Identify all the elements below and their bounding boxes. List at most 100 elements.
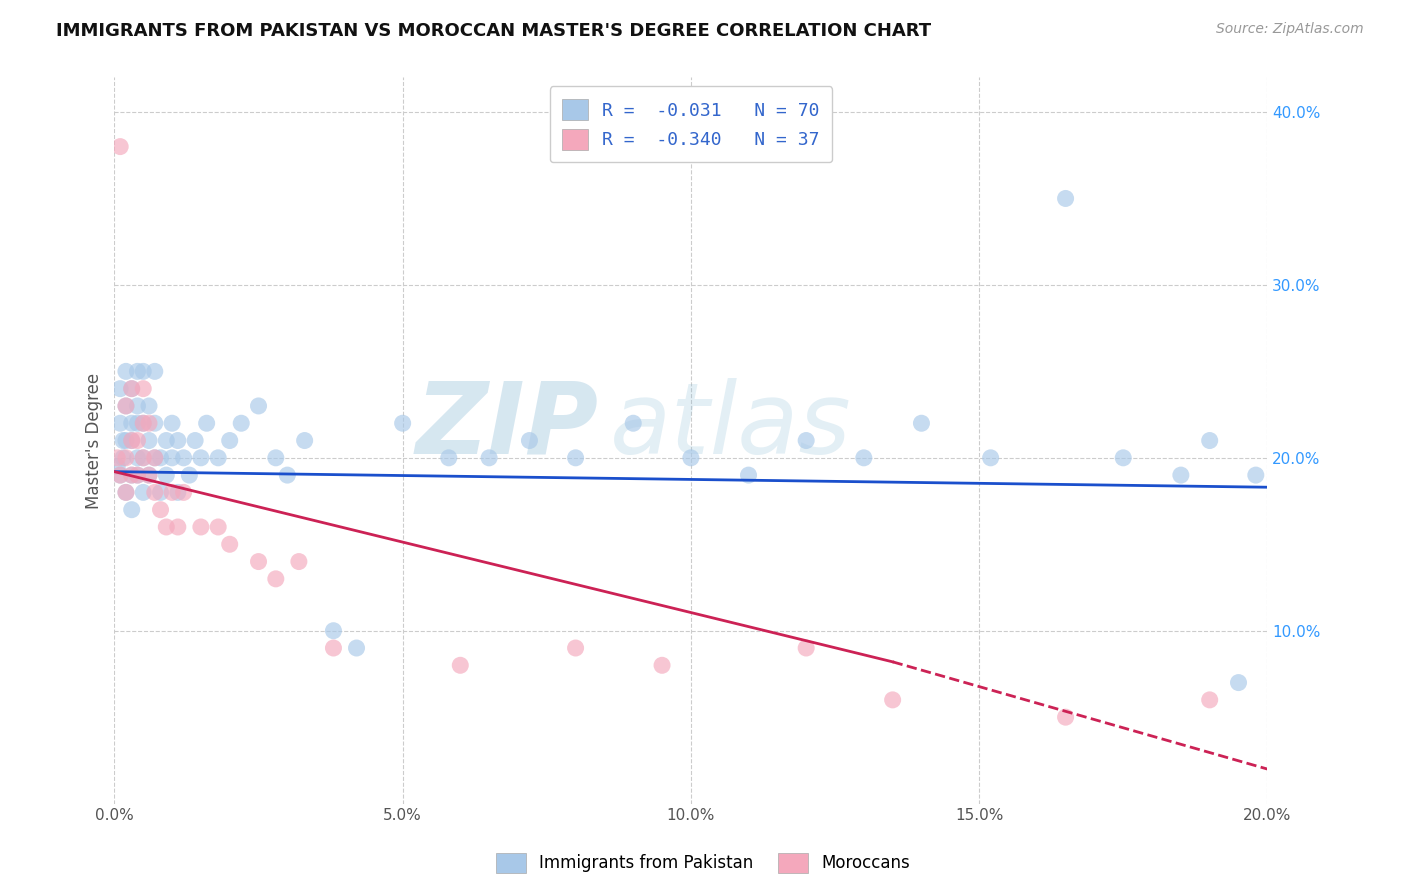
Point — [980, 450, 1002, 465]
Point — [179, 468, 201, 483]
Text: IMMIGRANTS FROM PAKISTAN VS MOROCCAN MASTER'S DEGREE CORRELATION CHART: IMMIGRANTS FROM PAKISTAN VS MOROCCAN MAS… — [56, 22, 931, 40]
Point — [247, 555, 270, 569]
Point — [564, 450, 586, 465]
Point — [127, 399, 149, 413]
Point — [1198, 434, 1220, 448]
Point — [882, 693, 904, 707]
Point — [108, 416, 131, 430]
Point — [288, 555, 311, 569]
Point — [478, 450, 501, 465]
Point — [115, 485, 138, 500]
Point — [138, 416, 160, 430]
Point — [121, 416, 143, 430]
Point — [679, 450, 702, 465]
Point — [143, 450, 166, 465]
Point — [149, 450, 172, 465]
Point — [108, 468, 131, 483]
Point — [127, 468, 149, 483]
Point — [160, 485, 183, 500]
Point — [218, 537, 240, 551]
Point — [127, 434, 149, 448]
Point — [195, 416, 218, 430]
Point — [166, 520, 188, 534]
Point — [115, 399, 138, 413]
Point — [564, 640, 586, 655]
Point — [173, 450, 195, 465]
Point — [127, 468, 149, 483]
Point — [112, 450, 135, 465]
Point — [115, 450, 138, 465]
Point — [1170, 468, 1192, 483]
Point — [132, 485, 155, 500]
Point — [218, 434, 240, 448]
Point — [108, 139, 131, 153]
Point — [115, 399, 138, 413]
Text: atlas: atlas — [610, 377, 852, 475]
Point — [115, 485, 138, 500]
Point — [1227, 675, 1250, 690]
Point — [737, 468, 759, 483]
Point — [322, 640, 344, 655]
Point — [105, 459, 128, 474]
Point — [132, 450, 155, 465]
Point — [449, 658, 471, 673]
Point — [231, 416, 253, 430]
Point — [115, 434, 138, 448]
Point — [149, 502, 172, 516]
Point — [132, 416, 155, 430]
Text: Source: ZipAtlas.com: Source: ZipAtlas.com — [1216, 22, 1364, 37]
Point — [105, 450, 128, 465]
Point — [115, 364, 138, 378]
Point — [294, 434, 316, 448]
Point — [166, 434, 188, 448]
Point — [138, 399, 160, 413]
Point — [132, 450, 155, 465]
Point — [190, 450, 212, 465]
Point — [190, 520, 212, 534]
Point — [264, 450, 287, 465]
Point — [108, 382, 131, 396]
Point — [127, 416, 149, 430]
Point — [1054, 191, 1077, 205]
Point — [121, 434, 143, 448]
Point — [276, 468, 298, 483]
Point — [132, 382, 155, 396]
Point — [166, 485, 188, 500]
Point — [264, 572, 287, 586]
Point — [207, 520, 229, 534]
Point — [1112, 450, 1135, 465]
Point — [1198, 693, 1220, 707]
Point — [143, 485, 166, 500]
Point — [1244, 468, 1267, 483]
Point — [910, 416, 932, 430]
Point — [112, 434, 135, 448]
Point — [519, 434, 541, 448]
Point — [121, 382, 143, 396]
Point — [621, 416, 644, 430]
Point — [108, 468, 131, 483]
Point — [132, 364, 155, 378]
Point — [247, 399, 270, 413]
Point — [322, 624, 344, 638]
Point — [1054, 710, 1077, 724]
Point — [794, 434, 817, 448]
Point — [143, 364, 166, 378]
Point — [143, 450, 166, 465]
Point — [138, 434, 160, 448]
Point — [346, 640, 368, 655]
Point — [121, 502, 143, 516]
Point — [173, 485, 195, 500]
Point — [155, 468, 177, 483]
Point — [138, 468, 160, 483]
Text: ZIP: ZIP — [416, 377, 599, 475]
Point — [160, 416, 183, 430]
Point — [143, 416, 166, 430]
Point — [155, 434, 177, 448]
Point — [852, 450, 875, 465]
Point — [155, 520, 177, 534]
Point — [149, 485, 172, 500]
Point — [121, 382, 143, 396]
Point — [391, 416, 413, 430]
Y-axis label: Master's Degree: Master's Degree — [86, 373, 103, 508]
Legend: R =  -0.031   N = 70, R =  -0.340   N = 37: R = -0.031 N = 70, R = -0.340 N = 37 — [550, 87, 832, 162]
